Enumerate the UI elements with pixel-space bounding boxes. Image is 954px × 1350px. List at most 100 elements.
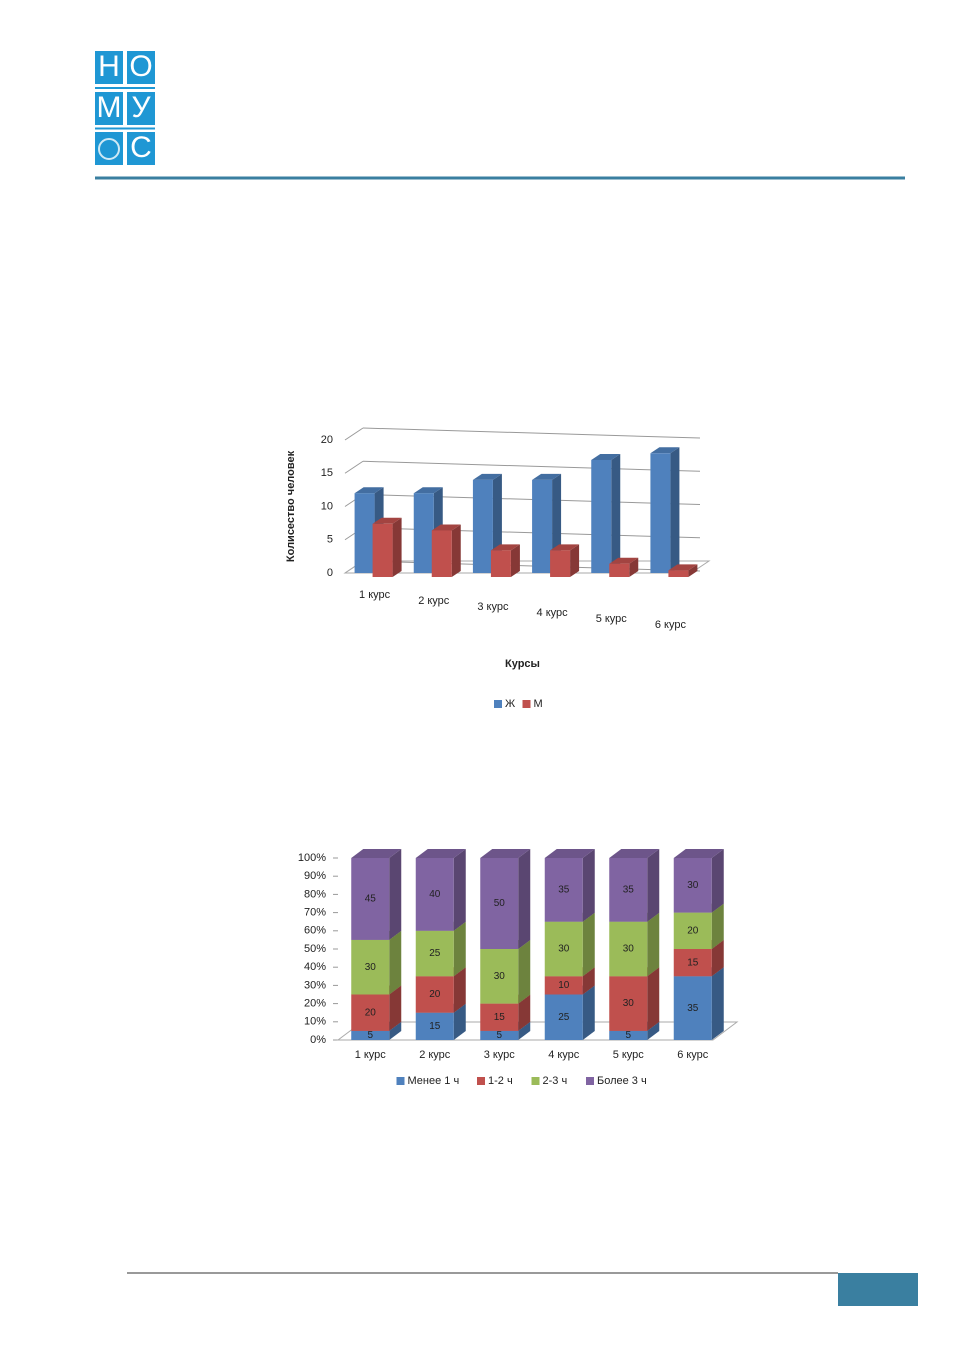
x-tick-label: 4 курс [548, 1049, 580, 1061]
bar-top [413, 487, 443, 494]
data-label: 15 [429, 1021, 441, 1032]
bar [431, 530, 452, 577]
logo-tile [95, 51, 123, 84]
bar-segment-side [453, 849, 466, 931]
bar-segment-side [582, 985, 595, 1040]
bar-segment [609, 858, 648, 922]
data-label: 45 [365, 894, 377, 905]
bar-side [570, 544, 580, 577]
logo-tile [95, 92, 123, 125]
x-tick-label: 2 курс [418, 595, 450, 607]
bar-segment-side [582, 849, 595, 922]
bar-segment [351, 994, 390, 1031]
grid-line [344, 427, 364, 441]
bar-segment-side [453, 921, 466, 977]
legend-swatch [396, 1077, 405, 1085]
bar-segment [544, 994, 583, 1040]
data-label: 15 [494, 1012, 506, 1023]
x-tick-label: 3 курс [484, 1049, 516, 1061]
bar-top [650, 447, 680, 454]
bar-segment-side [518, 994, 531, 1031]
bar [472, 479, 493, 573]
grid-line [362, 460, 701, 472]
bar-segment [673, 949, 712, 977]
legend-swatch [531, 1077, 540, 1085]
data-label: 20 [687, 925, 699, 936]
bar-segment [609, 921, 648, 977]
data-label: 40 [429, 889, 441, 900]
data-label: 35 [558, 884, 570, 895]
bar-side [688, 564, 698, 577]
bar-segment [351, 939, 390, 995]
grid-line [344, 460, 364, 474]
y-tick-label: 40% [304, 961, 326, 973]
data-label: 5 [496, 1030, 502, 1041]
legend-swatch [477, 1077, 485, 1085]
x-tick-label: 1 курс [355, 1049, 387, 1061]
x-tick-label: 3 курс [477, 601, 509, 613]
logo-tile [127, 51, 155, 84]
bar-segment [480, 1030, 519, 1040]
bar-segment [609, 1030, 648, 1040]
legend-label: 2-3 ч [543, 1075, 568, 1087]
bar-top [532, 473, 562, 480]
grid-line [362, 494, 701, 505]
y-tick-label: 50% [304, 943, 326, 955]
x-tick-label: 5 курс [613, 1049, 645, 1061]
data-label: 30 [687, 880, 699, 891]
y-tick-label: 5 [327, 534, 333, 546]
bar-segment [544, 921, 583, 977]
bar-segment [480, 1003, 519, 1031]
bar-segment-top [544, 849, 595, 858]
bar-segment [480, 858, 519, 949]
legend-label: М [534, 698, 543, 710]
data-label: 25 [558, 1012, 570, 1023]
bar-segment [415, 976, 454, 1013]
bar-segment-side [453, 967, 466, 1013]
x-tick-label: 6 курс [655, 619, 687, 631]
bar-segment-side [647, 912, 660, 977]
bar-segment-side [389, 1021, 402, 1040]
bar [668, 570, 689, 577]
y-axis-label: Колисество человек [285, 450, 297, 562]
x-axis-label: Курсы [505, 658, 540, 670]
bar-segment-side [389, 930, 402, 995]
legend-swatch [586, 1077, 594, 1085]
y-tick-label: 20 [321, 434, 333, 446]
y-tick-label: 20% [304, 998, 326, 1010]
bar-segment-side [389, 985, 402, 1031]
bar-segment-side [518, 1021, 531, 1040]
grid-line [362, 527, 701, 539]
bar-top [609, 557, 639, 564]
y-tick-label: 100% [298, 852, 326, 864]
y-tick-label: 10 [321, 500, 333, 512]
bar-segment [415, 1012, 454, 1040]
bar-segment-side [647, 849, 660, 922]
bar [591, 459, 612, 573]
x-tick-label: 6 курс [677, 1049, 709, 1061]
logo-letter: М [97, 91, 122, 124]
logo: Н О М У С [95, 50, 155, 165]
bar-segment [351, 1030, 390, 1040]
data-label: 5 [367, 1030, 373, 1041]
data-label: 30 [623, 944, 635, 955]
bar-segment [544, 858, 583, 922]
bar-side [611, 453, 621, 573]
data-label: 35 [623, 884, 635, 895]
bar-segment-top [673, 849, 724, 858]
y-tick-label: 15 [321, 467, 333, 479]
bar-side [510, 544, 520, 577]
bar-top [490, 544, 520, 551]
logo-tile [127, 132, 155, 165]
bar-segment-top [480, 849, 531, 858]
data-label: 20 [429, 989, 441, 1000]
bar-segment-side [711, 967, 724, 1040]
bar-segment-side [389, 849, 402, 940]
bar-segment [673, 912, 712, 949]
grid-line [362, 427, 701, 439]
bar-side [629, 557, 639, 577]
legend-swatch [494, 700, 502, 708]
bar-top [472, 473, 502, 480]
x-tick-label: 1 курс [359, 589, 391, 601]
